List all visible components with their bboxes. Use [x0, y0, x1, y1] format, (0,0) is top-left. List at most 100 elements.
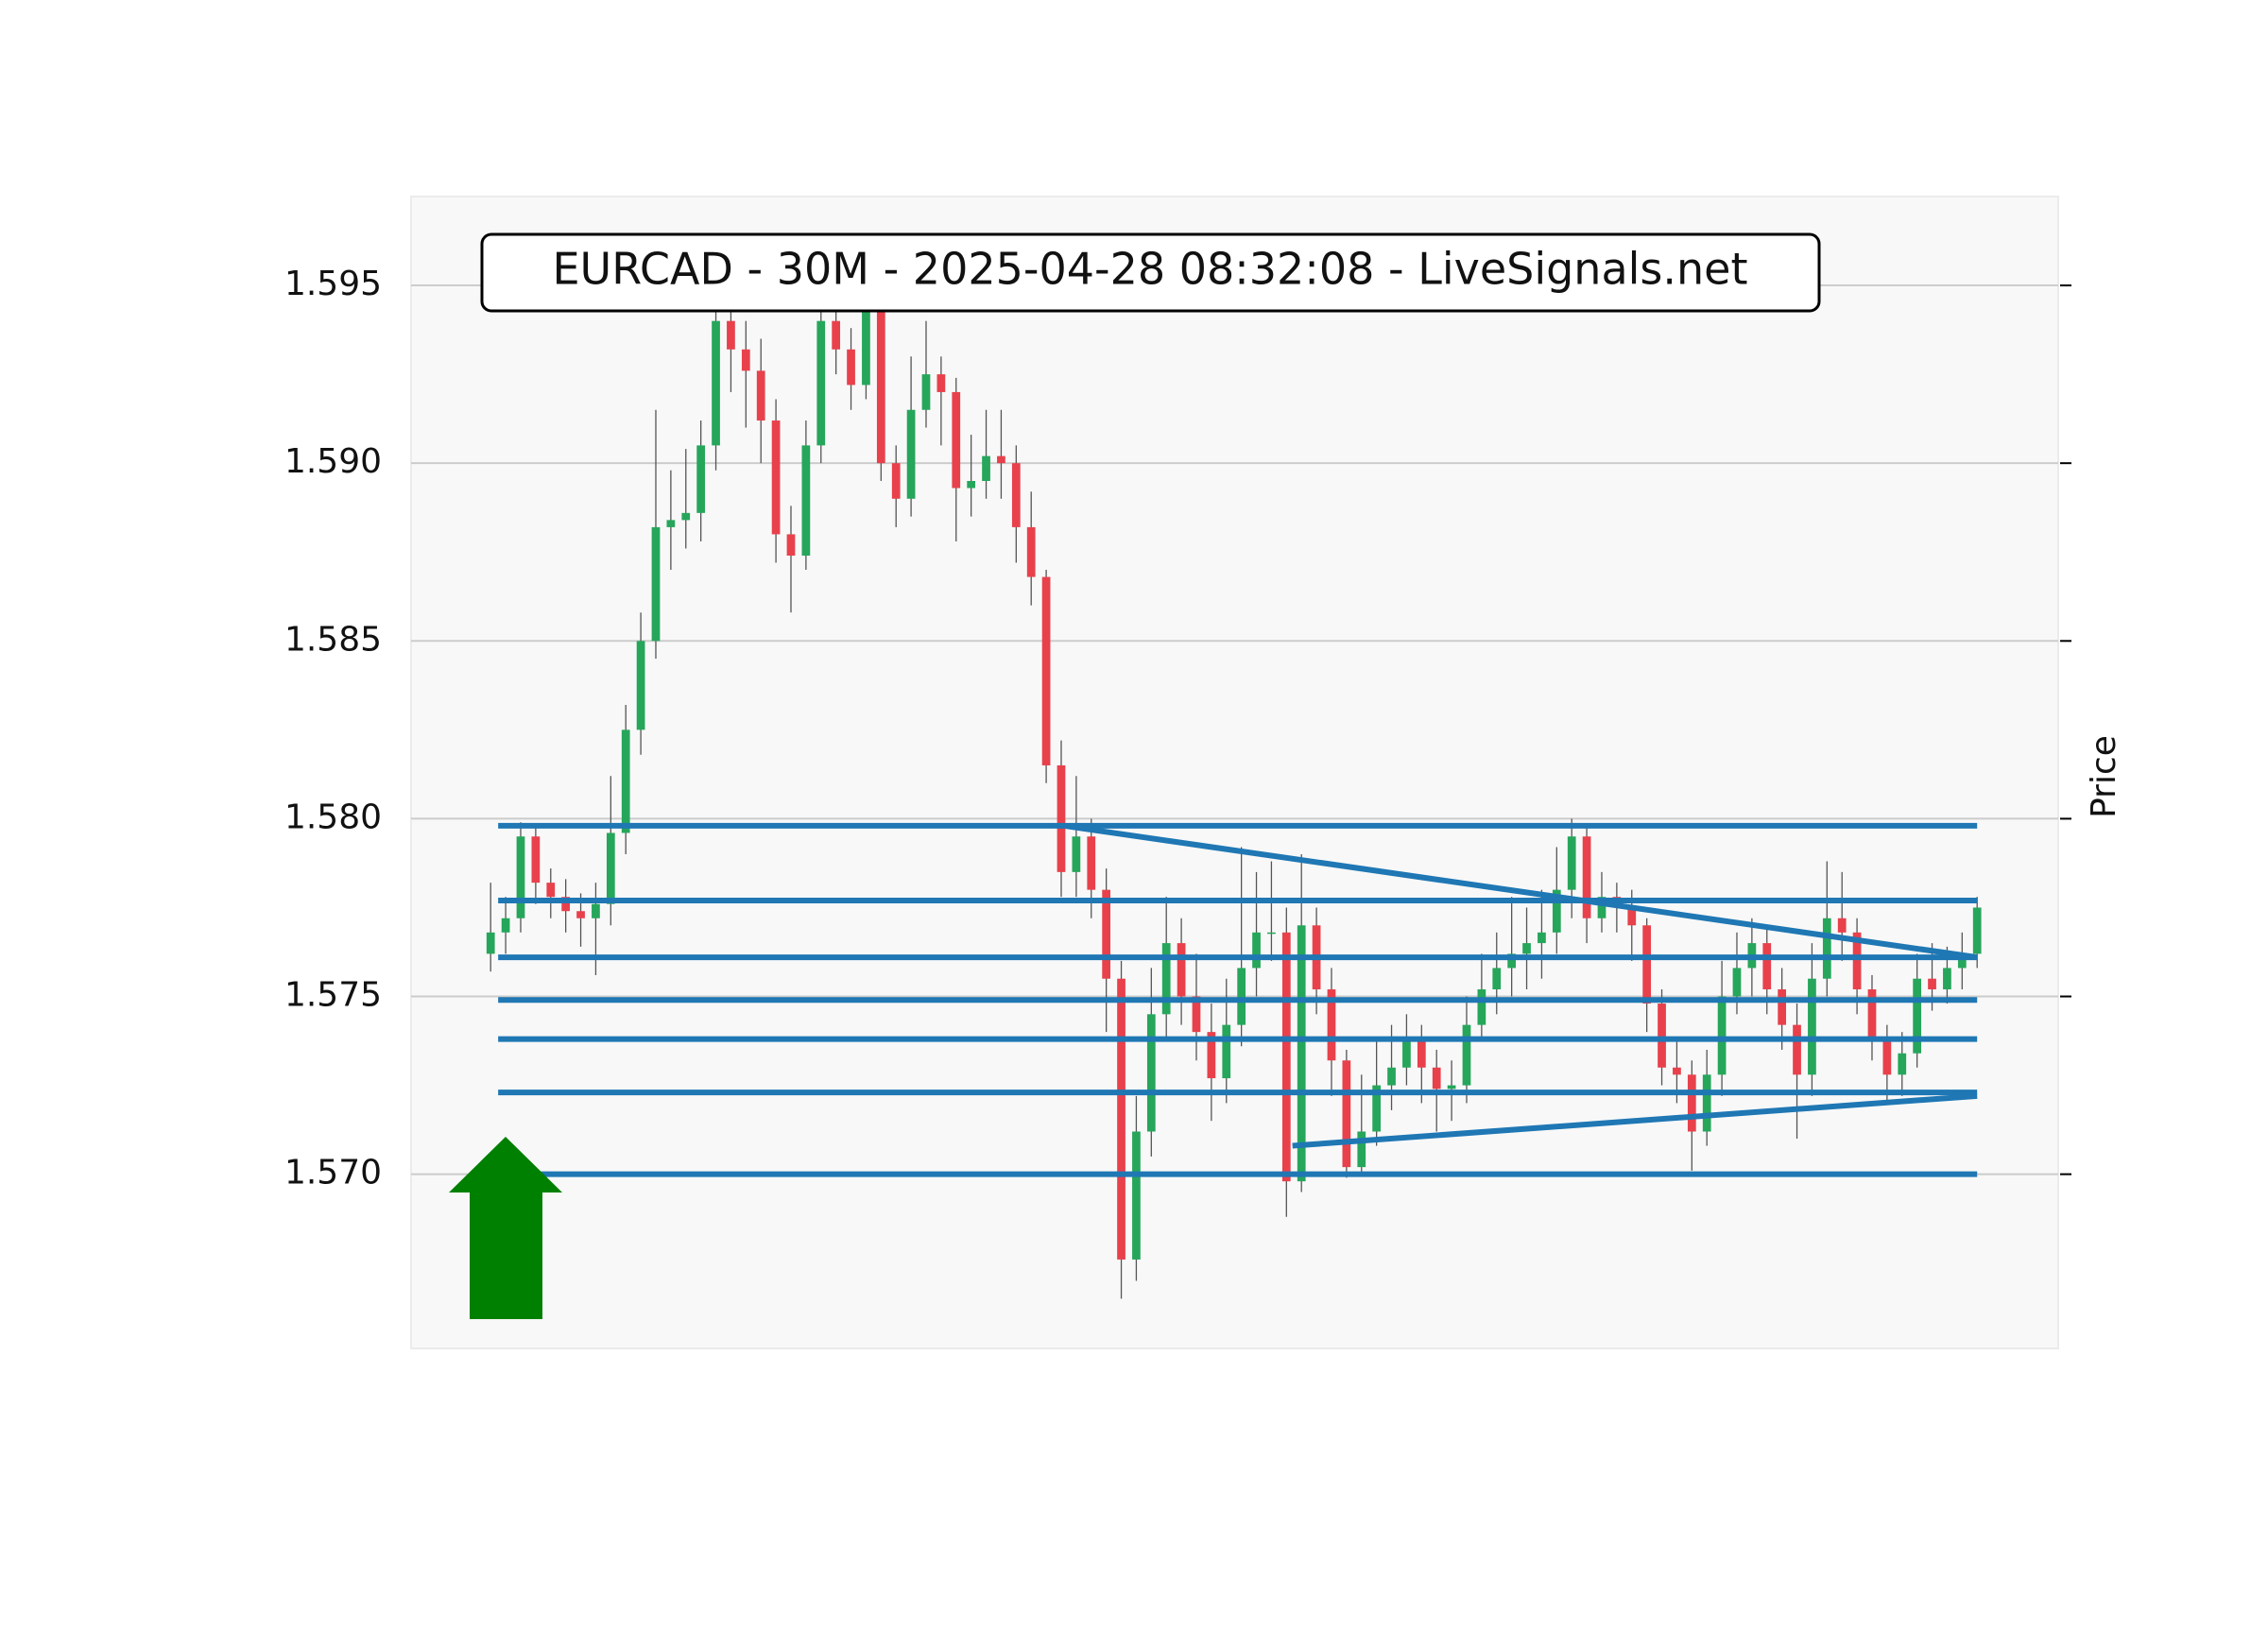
candle-body	[1281, 932, 1291, 1182]
candle-body	[1778, 989, 1787, 1025]
candle-body	[696, 445, 706, 513]
level-line	[1063, 822, 1978, 961]
candle-body	[1732, 968, 1742, 997]
candle-body	[1161, 943, 1171, 1015]
level-line	[1292, 1092, 1978, 1149]
candle-body	[786, 534, 796, 556]
candle-body	[1898, 1053, 1907, 1075]
candle-body	[952, 391, 961, 489]
y-tick-label: 1.580	[284, 798, 382, 836]
candle-body	[771, 420, 781, 535]
candle-body	[1342, 1060, 1351, 1168]
candle-body	[1117, 978, 1125, 1260]
candle-body	[1026, 526, 1036, 577]
candle-body	[486, 932, 495, 954]
candle-body	[1207, 1032, 1216, 1079]
chart-title: EURCAD - 30M - 2025-04-28 08:32:08 - Liv…	[552, 244, 1747, 295]
candle-body	[756, 370, 765, 421]
candle-body	[1943, 968, 1951, 990]
candle-body	[921, 374, 931, 410]
candle-body	[1252, 932, 1261, 969]
candle-body	[1687, 1074, 1696, 1132]
candle-body	[1673, 1067, 1681, 1075]
candle-body	[1552, 889, 1561, 933]
candle-body	[651, 526, 661, 642]
candle-body	[1297, 925, 1306, 1182]
candle-body	[1957, 953, 1967, 969]
candle-body	[1567, 836, 1576, 890]
candle-body	[1867, 989, 1877, 1039]
candle-body	[1507, 953, 1517, 969]
candle-body	[681, 512, 691, 521]
candle-body	[621, 729, 630, 833]
candle-body	[1146, 1014, 1156, 1132]
candle-body	[1717, 996, 1727, 1075]
candle-body	[847, 349, 855, 386]
y-tick-label: 1.570	[284, 1154, 382, 1192]
candle-body	[1041, 576, 1051, 765]
candle-body	[816, 320, 826, 446]
candle-body	[531, 836, 541, 884]
candle-body	[1642, 925, 1652, 1004]
candle-body	[1372, 1085, 1382, 1132]
candle-body	[1432, 1067, 1441, 1090]
candle-body	[1762, 943, 1772, 990]
candle-body	[1072, 836, 1081, 872]
candle-body	[876, 302, 885, 464]
candles	[486, 278, 1982, 1299]
candle-body	[1492, 968, 1502, 990]
y-tick-label: 1.575	[284, 976, 382, 1015]
candle-body	[741, 349, 750, 371]
candle-body	[1627, 907, 1637, 926]
candle-body	[967, 480, 976, 489]
candle-body	[1327, 989, 1336, 1061]
candle-body	[1462, 1024, 1471, 1086]
plot-area	[410, 196, 2059, 1349]
candle-body	[1972, 907, 1982, 954]
y-axis-label: Price	[2085, 735, 2123, 818]
candle-body	[1132, 1131, 1141, 1260]
candle-body	[906, 409, 916, 499]
candle-body	[1057, 764, 1066, 872]
candle-body	[1658, 1004, 1666, 1068]
candle-body	[1913, 978, 1922, 1054]
candle-body	[1928, 978, 1936, 990]
candle-body	[936, 374, 946, 392]
candle-body	[666, 520, 676, 527]
candle-body	[1477, 989, 1486, 1025]
candle-body	[1822, 918, 1831, 979]
candle-body	[1417, 1038, 1426, 1068]
candle-body	[576, 911, 585, 918]
candle-body	[606, 832, 615, 904]
candle-body	[1267, 932, 1276, 935]
candle-body	[1387, 1067, 1396, 1086]
candle-body	[501, 918, 510, 933]
candle-body	[1087, 836, 1096, 890]
candle-body	[982, 455, 990, 481]
candle-body	[1222, 1024, 1231, 1079]
candle-body	[1177, 943, 1186, 997]
candle-body	[1538, 932, 1546, 944]
candle-body	[1582, 836, 1591, 918]
candle-body	[1102, 889, 1111, 979]
candle-body	[1237, 968, 1246, 1025]
y-tick-label: 1.590	[284, 442, 382, 481]
candle-body	[1597, 897, 1606, 918]
candle-body	[1192, 996, 1201, 1033]
candle-body	[801, 445, 811, 556]
candle-body	[1852, 932, 1862, 990]
candle-body	[727, 320, 735, 350]
candle-body	[1011, 463, 1021, 527]
y-tick-label: 1.585	[284, 620, 382, 659]
candle-body	[561, 897, 571, 912]
candle-body	[997, 455, 1005, 464]
candle-body	[546, 883, 556, 898]
candle-body	[1808, 978, 1816, 1075]
candle-body	[1702, 1074, 1711, 1132]
candle-body	[592, 903, 600, 918]
candle-body	[516, 836, 525, 918]
candle-body	[712, 320, 720, 446]
candle-body	[1793, 1024, 1801, 1075]
candle-body	[862, 302, 870, 386]
